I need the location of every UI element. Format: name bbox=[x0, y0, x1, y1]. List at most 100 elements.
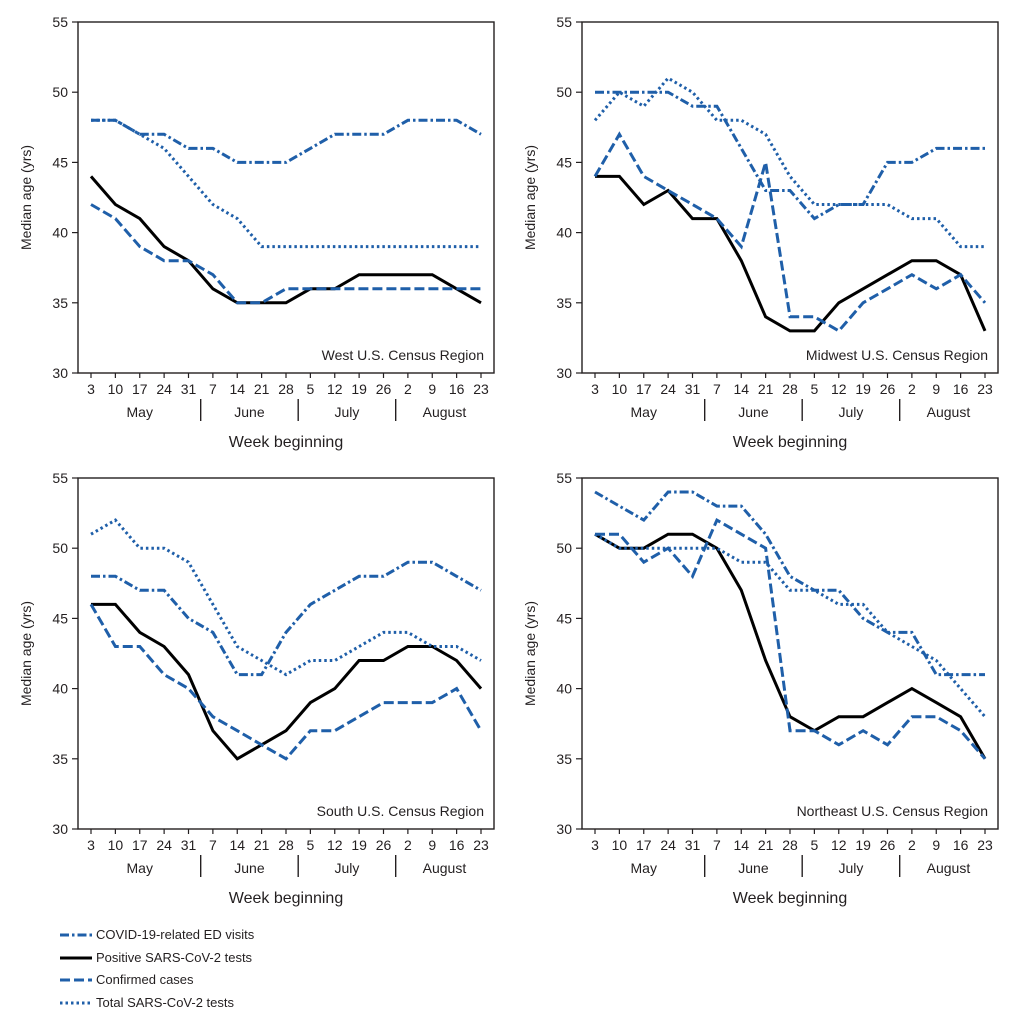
y-tick-label: 55 bbox=[556, 470, 572, 486]
panel-west: 30 35 40 45 50 55 Median age (yrs) 3 10 17 24 31 7 14… bbox=[18, 14, 495, 451]
x-tick-label: 26 bbox=[880, 837, 896, 853]
legend-label-positive-tests: Positive SARS-CoV-2 tests bbox=[96, 949, 253, 965]
x-tick-label: 2 bbox=[908, 837, 916, 853]
plot-frame bbox=[77, 477, 495, 830]
y-tick-label: 45 bbox=[556, 610, 572, 626]
x-tick-label: 12 bbox=[327, 837, 343, 853]
x-tick-label: 16 bbox=[953, 381, 969, 397]
x-tick-label: 31 bbox=[181, 381, 197, 397]
x-tick-label: 14 bbox=[733, 381, 749, 397]
series-line-positive-tests bbox=[89, 175, 482, 305]
month-label: August bbox=[423, 860, 467, 876]
x-tick-label: 23 bbox=[473, 381, 489, 397]
x-tick-label: 28 bbox=[278, 381, 294, 397]
x-tick-label: 3 bbox=[591, 381, 599, 397]
x-tick-label: 2 bbox=[404, 381, 412, 397]
x-tick-label: 5 bbox=[306, 837, 314, 853]
x-tick-label: 16 bbox=[953, 837, 969, 853]
x-tick-label: 24 bbox=[156, 381, 172, 397]
x-tick-label: 31 bbox=[685, 837, 701, 853]
y-tick-label: 45 bbox=[52, 154, 68, 170]
legend-label-confirmed-cases: Confirmed cases bbox=[96, 972, 194, 987]
x-tick-label: 12 bbox=[831, 837, 847, 853]
y-tick-label: 35 bbox=[556, 751, 572, 767]
month-label: July bbox=[334, 860, 359, 876]
x-tick-label: 19 bbox=[855, 837, 871, 853]
x-tick-label: 28 bbox=[278, 837, 294, 853]
x-tick-label: 12 bbox=[831, 381, 847, 397]
x-tick-label: 28 bbox=[782, 381, 798, 397]
y-tick-label: 45 bbox=[52, 610, 68, 626]
x-tick-label: 2 bbox=[404, 837, 412, 853]
x-tick-label: 21 bbox=[254, 837, 270, 853]
x-tick-label: 5 bbox=[810, 381, 818, 397]
x-tick-label: 7 bbox=[209, 837, 217, 853]
x-tick-label: 23 bbox=[977, 381, 993, 397]
month-label: June bbox=[738, 860, 769, 876]
series-line-positive-tests bbox=[91, 602, 483, 761]
x-tick-label: 10 bbox=[108, 837, 124, 853]
plot-frame bbox=[581, 477, 999, 830]
x-tick-label: 10 bbox=[612, 381, 628, 397]
x-axis-label: Week beginning bbox=[733, 890, 847, 907]
x-tick-label: 28 bbox=[782, 837, 798, 853]
legend-label-ed-visits: COVID-19-related ED visits bbox=[96, 927, 255, 942]
x-tick-label: 17 bbox=[636, 381, 652, 397]
y-tick-label: 55 bbox=[52, 470, 68, 486]
y-tick-label: 50 bbox=[556, 84, 572, 100]
x-tick-label: 9 bbox=[428, 837, 436, 853]
series-line-ed-visits bbox=[91, 118, 482, 164]
series-line-total-tests bbox=[90, 518, 482, 677]
series-line-confirmed-cases bbox=[89, 603, 483, 761]
month-label: August bbox=[927, 404, 971, 420]
y-tick-label: 30 bbox=[556, 365, 572, 381]
month-label: May bbox=[631, 404, 657, 420]
x-tick-label: 17 bbox=[636, 837, 652, 853]
x-tick-label: 3 bbox=[591, 837, 599, 853]
x-tick-label: 7 bbox=[713, 381, 721, 397]
series-line-confirmed-cases bbox=[593, 131, 987, 333]
y-tick-label: 50 bbox=[556, 540, 572, 556]
panel-title: Midwest U.S. Census Region bbox=[806, 347, 988, 363]
x-tick-label: 26 bbox=[880, 381, 896, 397]
x-tick-label: 26 bbox=[376, 837, 392, 853]
legend-swatch-confirmed-cases bbox=[60, 978, 92, 982]
x-tick-label: 31 bbox=[685, 381, 701, 397]
month-label: May bbox=[127, 404, 153, 420]
series-line-confirmed-cases bbox=[595, 517, 987, 760]
series-line-total-tests bbox=[593, 76, 985, 249]
month-label: June bbox=[234, 860, 265, 876]
x-tick-label: 21 bbox=[254, 381, 270, 397]
x-tick-label: 14 bbox=[229, 381, 245, 397]
y-tick-label: 30 bbox=[52, 821, 68, 837]
panel-title: South U.S. Census Region bbox=[317, 803, 484, 819]
x-tick-label: 23 bbox=[473, 837, 489, 853]
x-tick-label: 3 bbox=[87, 837, 95, 853]
x-tick-label: 21 bbox=[758, 837, 774, 853]
month-label: July bbox=[334, 404, 359, 420]
legend-label-total-tests: Total SARS-CoV-2 tests bbox=[96, 994, 234, 1010]
y-tick-label: 55 bbox=[556, 14, 572, 30]
y-tick-label: 40 bbox=[556, 681, 572, 697]
series-line-positive-tests bbox=[595, 174, 987, 333]
y-axis-label: Median age (yrs) bbox=[522, 145, 538, 250]
series-line-total-tests bbox=[594, 532, 987, 718]
x-tick-label: 2 bbox=[908, 381, 916, 397]
x-tick-label: 10 bbox=[612, 837, 628, 853]
x-tick-label: 17 bbox=[132, 837, 148, 853]
series-line-confirmed-cases bbox=[90, 203, 481, 305]
month-label: June bbox=[738, 404, 769, 420]
month-label: May bbox=[127, 860, 153, 876]
y-axis-label: Median age (yrs) bbox=[18, 145, 34, 250]
y-tick-label: 40 bbox=[52, 225, 68, 241]
x-tick-label: 23 bbox=[977, 837, 993, 853]
x-tick-label: 14 bbox=[733, 837, 749, 853]
x-axis-label: Week beginning bbox=[229, 890, 343, 907]
x-tick-label: 16 bbox=[449, 381, 465, 397]
x-axis-label: Week beginning bbox=[229, 434, 343, 451]
panel-south: 30 35 40 45 50 55 Median age (yrs) 3 10 17 24 31 7 14… bbox=[18, 470, 495, 907]
x-tick-label: 12 bbox=[327, 381, 343, 397]
series-line-ed-visits bbox=[91, 560, 482, 677]
x-tick-label: 19 bbox=[351, 381, 367, 397]
